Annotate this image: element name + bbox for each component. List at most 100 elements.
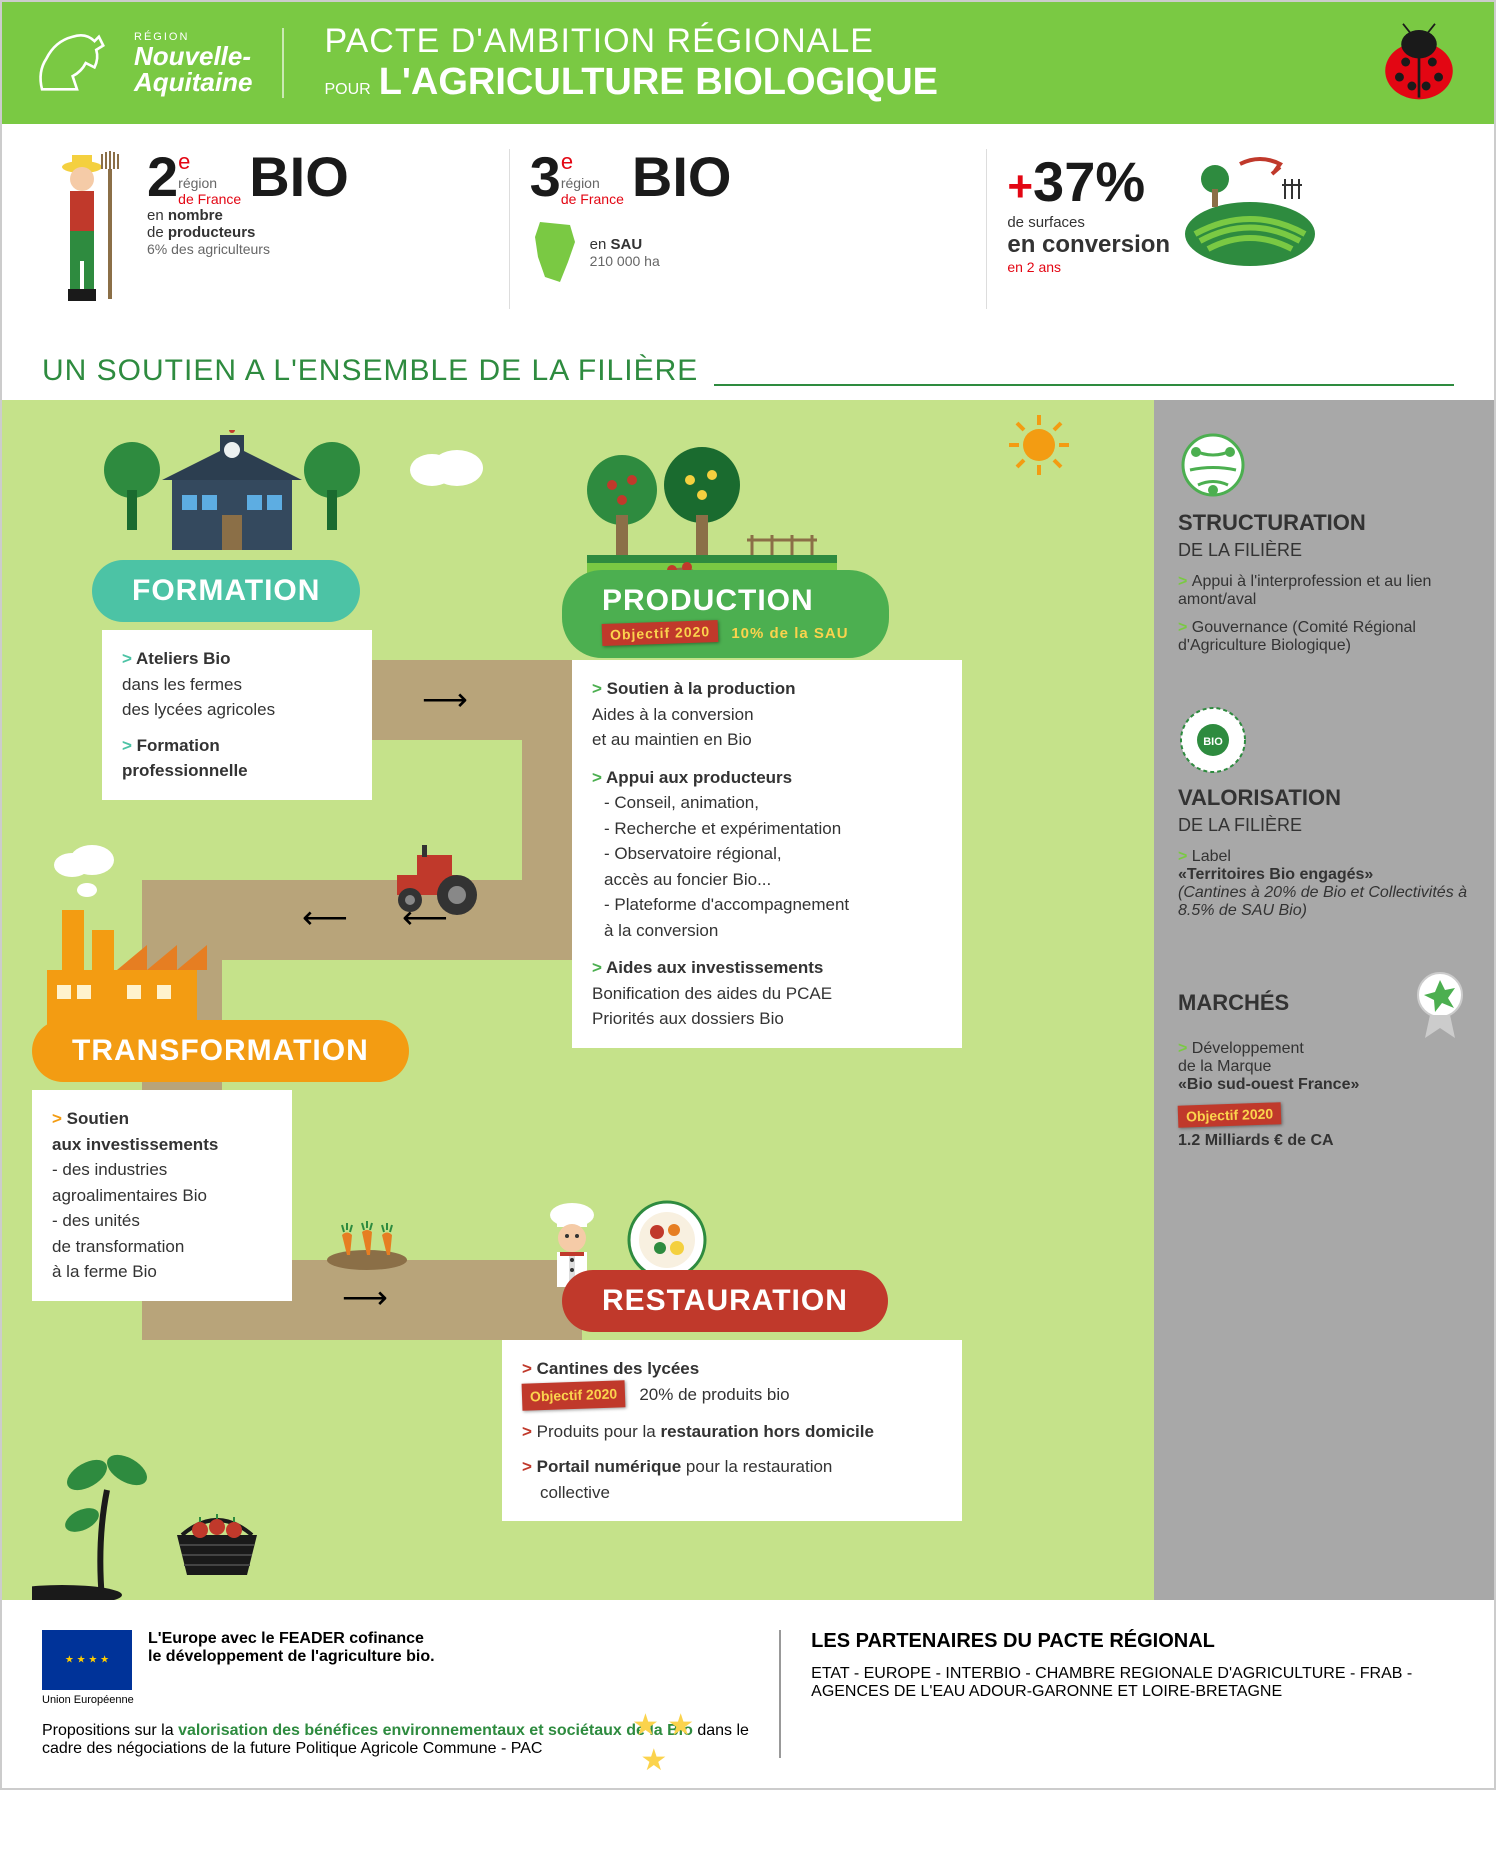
main-section: UN SOUTIEN A L'ENSEMBLE DE LA FILIÈRE ⟶ …: [2, 334, 1494, 1600]
stat2-num: 3: [530, 149, 561, 205]
prod-i3-d2: Priorités aux dossiers Bio: [592, 1006, 942, 1032]
stat3-l3: en 2 ans: [1007, 259, 1170, 275]
stats-row: 2 e région de France BIO en nombre de pr…: [2, 124, 1494, 334]
prod-i1-d2: et au maintien en Bio: [592, 727, 942, 753]
formation-i2-desc: professionnelle: [122, 758, 352, 784]
sidebar: STRUCTURATION DE LA FILIÈRE > Appui à l'…: [1154, 400, 1494, 1600]
side2-i1c: (Cantines à 20% de Bio et Collectivités …: [1178, 884, 1467, 919]
farmer-icon: [52, 149, 132, 309]
eu-flag-icon: [42, 1630, 132, 1690]
card-transformation: > Soutien aux investissements - des indu…: [32, 1090, 292, 1301]
ladybug-icon: [1374, 22, 1464, 102]
footer-right: LES PARTENAIRES DU PACTE RÉGIONAL ETAT -…: [779, 1630, 1454, 1758]
production-objectif-val: 10% de la SAU: [731, 625, 848, 642]
tractor-icon: [382, 840, 492, 920]
stat1-sup: e: [178, 149, 190, 174]
rest-i1-d: 20% de produits bio: [639, 1385, 789, 1404]
trans-d2: agroalimentaires Bio: [52, 1183, 272, 1209]
footer-partners-list: ETAT - EUROPE - INTERBIO - CHAMBRE REGIO…: [811, 1665, 1454, 1701]
prod-i3-t: Aides aux investissements: [606, 958, 823, 977]
rest-i3-post: pour la restauration: [686, 1457, 832, 1476]
region-logo: RÉGION Nouvelle- Aquitaine: [32, 28, 284, 98]
stat3-l1: de surfaces: [1007, 214, 1170, 231]
footer-eu-l1: L'Europe avec le FEADER cofinance: [148, 1630, 435, 1648]
side1-h2: DE LA FILIÈRE: [1178, 540, 1470, 561]
formation-i1-title: Ateliers Bio: [136, 649, 230, 668]
pill-production: PRODUCTION Objectif 2020 10% de la SAU: [562, 570, 889, 658]
eu-caption: Union Européenne: [42, 1694, 148, 1706]
factory-icon: [32, 840, 222, 1030]
side3-i1b: de la Marque: [1178, 1058, 1271, 1075]
footer-partners-h: LES PARTENAIRES DU PACTE RÉGIONAL: [811, 1630, 1454, 1653]
stat1-l2b: producteurs: [168, 224, 256, 241]
pill-production-label: PRODUCTION: [602, 584, 814, 617]
stat2-l1a: en: [590, 236, 607, 253]
stat1-sub1: région: [178, 175, 241, 191]
side1-h1: STRUCTURATION: [1178, 510, 1470, 536]
arrow-icon: ⟶: [422, 680, 468, 718]
side3-i1a: Développement: [1192, 1040, 1304, 1057]
trans-d3: - des unités: [52, 1208, 272, 1234]
prod-i2-d3: - Observatoire régional,: [604, 841, 942, 867]
title-line1: PACTE D'AMBITION RÉGIONALE: [324, 22, 938, 61]
formation-i1-desc: dans les fermes des lycées agricoles: [122, 672, 352, 723]
region-name-1: Nouvelle-: [134, 43, 252, 69]
rest-i2-b: restauration hors domicile: [660, 1422, 874, 1441]
footer-prop-b: valorisation des bénéfices environnement…: [178, 1722, 693, 1739]
trans-d1: - des industries: [52, 1157, 272, 1183]
side-valorisation: BIO VALORISATION DE LA FILIÈRE > Label «…: [1178, 705, 1470, 920]
stat2-l1b: SAU: [611, 236, 643, 253]
bio-badge-icon: BIO: [1178, 705, 1248, 775]
header-title: PACTE D'AMBITION RÉGIONALE POUR L'AGRICUL…: [324, 22, 938, 104]
plate-icon: [622, 1200, 712, 1280]
stat3-pct: 37%: [1033, 150, 1145, 213]
rest-i3-post2: collective: [522, 1480, 942, 1506]
svg-text:BIO: BIO: [1203, 736, 1223, 748]
stat2-sub1: région: [561, 175, 624, 191]
stat-conversion: +37% de surfaces en conversion en 2 ans: [987, 149, 1464, 309]
card-production: > Soutien à la production Aides à la con…: [572, 660, 962, 1048]
prod-i2-d4: accès au foncier Bio...: [604, 867, 942, 893]
title-pour: POUR: [324, 81, 370, 98]
arrow-icon: ⟵: [302, 898, 348, 936]
flow-area: ⟶ ⟵ ⟵ ⟶: [2, 400, 1494, 1600]
basket-icon: [162, 1500, 272, 1580]
side1-i1: Appui à l'interprofession et au lien amo…: [1178, 573, 1431, 608]
formation-i2-title: Formation: [137, 736, 220, 755]
title-line2: L'AGRICULTURE BIOLOGIQUE: [379, 61, 938, 103]
side3-i2: 1.2 Milliards € de CA: [1178, 1132, 1334, 1149]
stat1-l1b: nombre: [168, 207, 223, 224]
carrots-icon: [322, 1220, 412, 1270]
stat1-bio: BIO: [249, 149, 349, 205]
prod-i1-t: Soutien à la production: [607, 679, 796, 698]
production-objectif-badge: Objectif 2020: [602, 620, 719, 646]
prod-i2-t: Appui aux producteurs: [606, 768, 792, 787]
stat3-plus: +: [1007, 162, 1033, 211]
stat1-l2a: de: [147, 224, 164, 241]
globe-network-icon: [1178, 430, 1248, 500]
stat1-l1a: en: [147, 207, 164, 224]
horse-head-icon: [32, 28, 122, 98]
stat-sau: 3 e région de France BIO en SAU 210 000 …: [510, 149, 988, 309]
side-marches: MARCHÉS > Développement de la Marque «Bi…: [1178, 970, 1470, 1150]
stat2-bio: BIO: [632, 149, 732, 205]
prod-i2-d2: - Recherche et expérimentation: [604, 816, 942, 842]
arrow-icon: ⟶: [342, 1278, 388, 1316]
prod-i2-d5: - Plateforme d'accompagnement: [604, 892, 942, 918]
prod-i2-d1: - Conseil, animation,: [604, 790, 942, 816]
side2-i1b: «Territoires Bio engagés»: [1178, 866, 1373, 883]
sun-icon: [1004, 410, 1074, 480]
card-restauration: > Cantines des lycées Objectif 2020 20% …: [502, 1340, 962, 1521]
trans-i1-t: Soutien: [67, 1109, 129, 1128]
trans-i1-t2: aux investissements: [52, 1132, 272, 1158]
award-ribbon-icon: [1410, 970, 1470, 1040]
stat-producers: 2 e région de France BIO en nombre de pr…: [32, 149, 510, 309]
side2-h2: DE LA FILIÈRE: [1178, 815, 1470, 836]
region-map-icon: [530, 217, 580, 287]
footer-eu-l2: le développement de l'agriculture bio.: [148, 1648, 435, 1666]
trans-d5: à la ferme Bio: [52, 1259, 272, 1285]
section-title: UN SOUTIEN A L'ENSEMBLE DE LA FILIÈRE: [2, 334, 1494, 400]
pill-transformation: TRANSFORMATION: [32, 1020, 409, 1082]
side2-h1: VALORISATION: [1178, 785, 1470, 811]
rest-i1-t: Cantines des lycées: [537, 1359, 700, 1378]
